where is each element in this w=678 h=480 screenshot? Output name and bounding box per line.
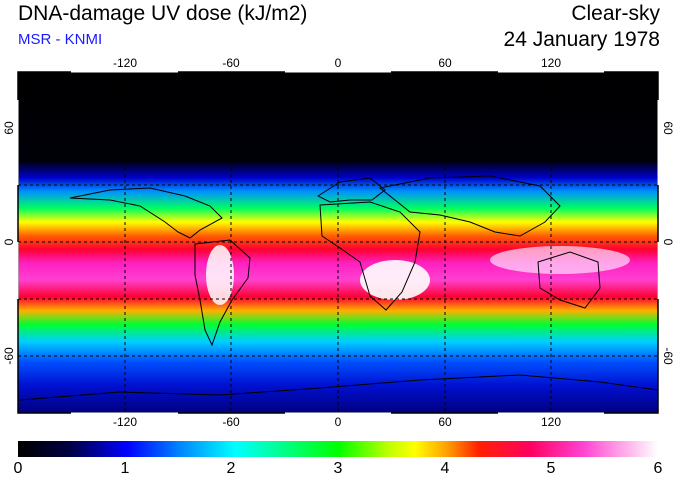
antarctica-outline — [19, 374, 659, 401]
lat-tick-left-neg60: -60 — [2, 347, 16, 365]
australia-outline — [537, 251, 601, 309]
south-america-outline — [194, 239, 251, 347]
colorbar-tick-0: 0 — [13, 460, 23, 477]
map-source-label: MSR - KNMI — [18, 31, 103, 48]
north-america-outline — [69, 187, 223, 239]
colorbar-tick-5: 5 — [546, 460, 556, 477]
colorbar-tick-6: 6 — [653, 460, 663, 477]
uv-max-america — [206, 245, 234, 305]
land-outlines — [19, 175, 659, 401]
africa-outline — [319, 201, 421, 311]
lon-tick-bottom-0: 0 — [334, 415, 342, 429]
colorbar-tick-2: 2 — [226, 460, 236, 477]
lat-tick-right-60: 60 — [661, 121, 675, 135]
sky-condition-label: Clear-sky — [571, 2, 660, 25]
uv-max-africa — [360, 260, 430, 300]
page-title: DNA-damage UV dose (kJ/m2) — [18, 2, 308, 25]
lon-tick-top-neg120: -120 — [112, 56, 138, 70]
europe-outline — [316, 177, 386, 203]
date-label: 24 January 1978 — [503, 28, 660, 51]
colorbar-tick-1: 1 — [120, 460, 130, 477]
uv-max-pacific — [490, 246, 630, 274]
lon-tick-top-0: 0 — [334, 56, 342, 70]
asia-outline — [378, 175, 561, 237]
colorbar-tick-3: 3 — [333, 460, 343, 477]
lat-tick-left-60: 60 — [2, 121, 16, 135]
lat-tick-right-neg60: -60 — [661, 347, 675, 365]
lat-tick-right-0: 0 — [661, 238, 675, 246]
lon-tick-bottom-60: 60 — [438, 415, 452, 429]
color-scale-bar — [18, 441, 658, 457]
lat-tick-left-0: 0 — [2, 238, 16, 246]
lon-tick-bottom-neg60: -60 — [222, 415, 240, 429]
gridlines — [18, 72, 658, 413]
lon-tick-top-120: 120 — [540, 56, 562, 70]
lon-tick-bottom-120: 120 — [540, 415, 562, 429]
lon-tick-bottom-neg120: -120 — [112, 415, 138, 429]
uv-dose-map — [15, 69, 661, 416]
lon-tick-top-neg60: -60 — [222, 56, 240, 70]
lon-frame-ticks — [15, 69, 661, 416]
lon-tick-top-60: 60 — [438, 56, 452, 70]
colorbar-tick-4: 4 — [440, 460, 450, 477]
